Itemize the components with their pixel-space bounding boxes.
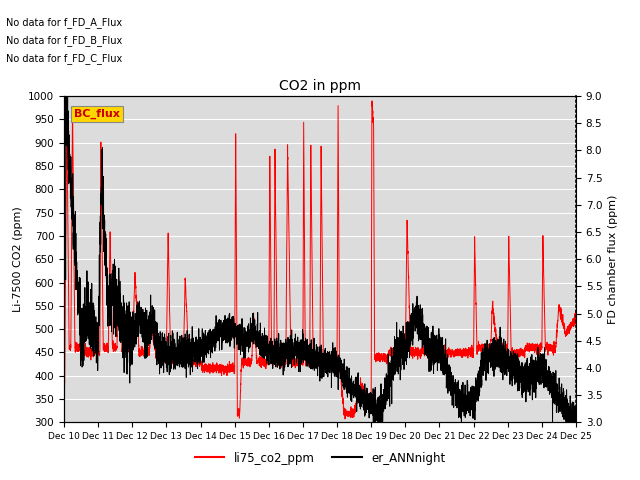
Text: BC_flux: BC_flux <box>74 109 120 120</box>
Y-axis label: FD chamber flux (ppm): FD chamber flux (ppm) <box>608 194 618 324</box>
Text: No data for f_FD_B_Flux: No data for f_FD_B_Flux <box>6 35 123 46</box>
Text: No data for f_FD_A_Flux: No data for f_FD_A_Flux <box>6 17 122 28</box>
Text: No data for f_FD_C_Flux: No data for f_FD_C_Flux <box>6 53 123 64</box>
Y-axis label: Li-7500 CO2 (ppm): Li-7500 CO2 (ppm) <box>13 206 22 312</box>
Title: CO2 in ppm: CO2 in ppm <box>279 80 361 94</box>
Legend: li75_co2_ppm, er_ANNnight: li75_co2_ppm, er_ANNnight <box>190 447 450 469</box>
